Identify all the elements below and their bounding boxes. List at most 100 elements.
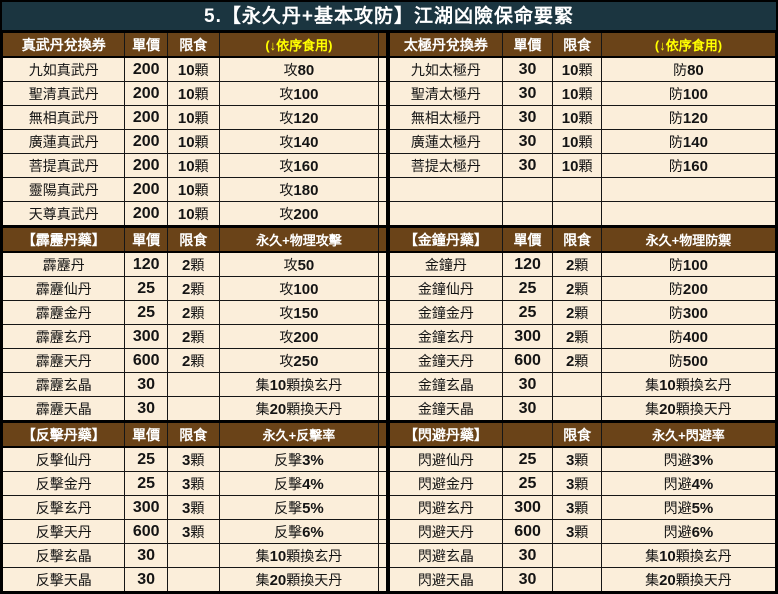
- unit-price-cell: 200: [124, 56, 168, 82]
- eat-limit-cell: 10顆: [552, 81, 602, 106]
- item-row: 反擊仙丹 25 3顆 反擊3% 閃避仙丹 25 3顆 閃避3%: [0, 446, 778, 472]
- eat-limit-cell: 3顆: [166, 446, 220, 472]
- unit-price-cell: 25: [124, 300, 168, 325]
- effect-cell: 反擊5%: [218, 495, 380, 520]
- item-row: 無相真武丹 200 10顆 攻120 無相太極丹 30 10顆 防120: [0, 105, 778, 130]
- item-row: 九如真武丹 200 10顆 攻80 九如太極丹 30 10顆 防80: [0, 56, 778, 82]
- unit-price-cell: 30: [124, 543, 168, 568]
- eat-limit-cell: 2顆: [552, 324, 602, 349]
- eat-limit-cell: [552, 396, 602, 422]
- effect-cell: 防120: [600, 105, 778, 130]
- effect-cell: 防300: [600, 300, 778, 325]
- eat-limit-cell: 2顆: [552, 276, 602, 301]
- section-name-header: 【金鐘丹藥】: [387, 225, 503, 253]
- effect-header: 永久+物理攻擊: [218, 225, 380, 253]
- effect-cell: 集10顆換玄丹: [218, 372, 380, 397]
- eat-limit-cell: [552, 372, 602, 397]
- eat-limit-cell: 2顆: [552, 251, 602, 277]
- unit-price-cell: 200: [124, 177, 168, 202]
- item-name-cell: 廣蓮太極丹: [387, 129, 503, 154]
- eat-limit-cell: [166, 396, 220, 422]
- unit-price-cell: 200: [124, 129, 168, 154]
- effect-cell: [600, 201, 778, 227]
- item-row: 聖清真武丹 200 10顆 攻100 聖清太極丹 30 10顆 防100: [0, 81, 778, 106]
- item-name-cell: 反擊金丹: [0, 471, 126, 496]
- section-header-row: 【反擊丹藥】 單價 限食 永久+反擊率 【閃避丹藥】 限食 永久+閃避率: [0, 420, 778, 448]
- unit-price-cell: 200: [124, 105, 168, 130]
- section-header-row: 真武丹兌換券 單價 限食 (↓依序食用) 太極丹兌換券 單價 限食 (↓依序食用): [0, 30, 778, 58]
- effect-cell: 集20顆換天丹: [600, 567, 778, 593]
- effect-cell: 集10顆換玄丹: [218, 543, 380, 568]
- column-divider: [378, 420, 390, 448]
- item-row: 霹靂金丹 25 2顆 攻150 金鐘金丹 25 2顆 防300: [0, 300, 778, 325]
- effect-header: 永久+閃避率: [600, 420, 778, 448]
- unit-price-header: [501, 420, 554, 448]
- unit-price-cell: 30: [124, 372, 168, 397]
- item-row: 天尊真武丹 200 10顆 攻200: [0, 201, 778, 227]
- pill-table: 真武丹兌換券 單價 限食 (↓依序食用) 太極丹兌換券 單價 限食 (↓依序食用) 九如真武丹 2…: [0, 30, 778, 594]
- unit-price-cell: 30: [501, 56, 554, 82]
- column-divider: [378, 81, 390, 106]
- effect-cell: 攻180: [218, 177, 380, 202]
- column-divider: [378, 567, 390, 593]
- unit-price-header: 單價: [124, 30, 168, 58]
- unit-price-cell: 25: [501, 276, 554, 301]
- unit-price-header: 單價: [124, 420, 168, 448]
- column-divider: [378, 495, 390, 520]
- unit-price-cell: 30: [501, 81, 554, 106]
- effect-cell: 集10顆換玄丹: [600, 372, 778, 397]
- effect-cell: 攻150: [218, 300, 380, 325]
- unit-price-cell: 30: [501, 543, 554, 568]
- effect-cell: 防500: [600, 348, 778, 373]
- effect-header: (↓依序食用): [218, 30, 380, 58]
- item-row: 靈陽真武丹 200 10顆 攻180: [0, 177, 778, 202]
- item-row: 霹靂天丹 600 2顆 攻250 金鐘天丹 600 2顆 防500: [0, 348, 778, 373]
- unit-price-header: 單價: [501, 225, 554, 253]
- unit-price-cell: 30: [124, 396, 168, 422]
- eat-limit-cell: 2顆: [552, 300, 602, 325]
- column-divider: [378, 105, 390, 130]
- effect-cell: 集20顆換天丹: [218, 396, 380, 422]
- item-row: 霹靂玄丹 300 2顆 攻200 金鐘玄丹 300 2顆 防400: [0, 324, 778, 349]
- effect-cell: 攻140: [218, 129, 380, 154]
- item-row: 反擊天晶 30 集20顆換天丹 閃避天晶 30 集20顆換天丹: [0, 567, 778, 593]
- item-name-cell: 閃避玄晶: [387, 543, 503, 568]
- item-name-cell: 金鐘仙丹: [387, 276, 503, 301]
- item-row: 反擊玄丹 300 3顆 反擊5% 閃避玄丹 300 3顆 閃避5%: [0, 495, 778, 520]
- column-divider: [378, 225, 390, 253]
- item-row: 反擊天丹 600 3顆 反擊6% 閃避天丹 600 3顆 閃避6%: [0, 519, 778, 544]
- unit-price-cell: 25: [501, 446, 554, 472]
- section-name-header: 太極丹兌換券: [387, 30, 503, 58]
- effect-header: (↓依序食用): [600, 30, 778, 58]
- unit-price-cell: 300: [124, 495, 168, 520]
- item-name-cell: 金鐘丹: [387, 251, 503, 277]
- effect-cell: 集10顆換玄丹: [600, 543, 778, 568]
- item-name-cell: 無相真武丹: [0, 105, 126, 130]
- item-row: 反擊金丹 25 3顆 反擊4% 閃避金丹 25 3顆 閃避4%: [0, 471, 778, 496]
- unit-price-cell: 200: [124, 153, 168, 178]
- effect-cell: 反擊3%: [218, 446, 380, 472]
- item-name-cell: 天尊真武丹: [0, 201, 126, 227]
- item-name-cell: 廣蓮真武丹: [0, 129, 126, 154]
- eat-limit-cell: 3顆: [166, 519, 220, 544]
- item-name-cell: 金鐘天晶: [387, 396, 503, 422]
- column-divider: [378, 30, 390, 58]
- unit-price-cell: 25: [124, 446, 168, 472]
- unit-price-cell: 200: [124, 201, 168, 227]
- effect-cell: 攻250: [218, 348, 380, 373]
- eat-limit-cell: [552, 177, 602, 202]
- section-name-header: 【霹靂丹藥】: [0, 225, 126, 253]
- section-header-row: 【霹靂丹藥】 單價 限食 永久+物理攻擊 【金鐘丹藥】 單價 限食 永久+物理防禦: [0, 225, 778, 253]
- eat-limit-header: 限食: [166, 225, 220, 253]
- eat-limit-cell: 2顆: [166, 276, 220, 301]
- item-row: 廣蓮真武丹 200 10顆 攻140 廣蓮太極丹 30 10顆 防140: [0, 129, 778, 154]
- unit-price-cell: 30: [501, 567, 554, 593]
- eat-limit-cell: 2顆: [166, 324, 220, 349]
- effect-cell: [600, 177, 778, 202]
- eat-limit-cell: [552, 567, 602, 593]
- effect-cell: 防100: [600, 81, 778, 106]
- item-name-cell: 霹靂玄晶: [0, 372, 126, 397]
- page-title: 5.【永久丹+基本攻防】江湖凶險保命要緊: [0, 0, 778, 30]
- column-divider: [378, 129, 390, 154]
